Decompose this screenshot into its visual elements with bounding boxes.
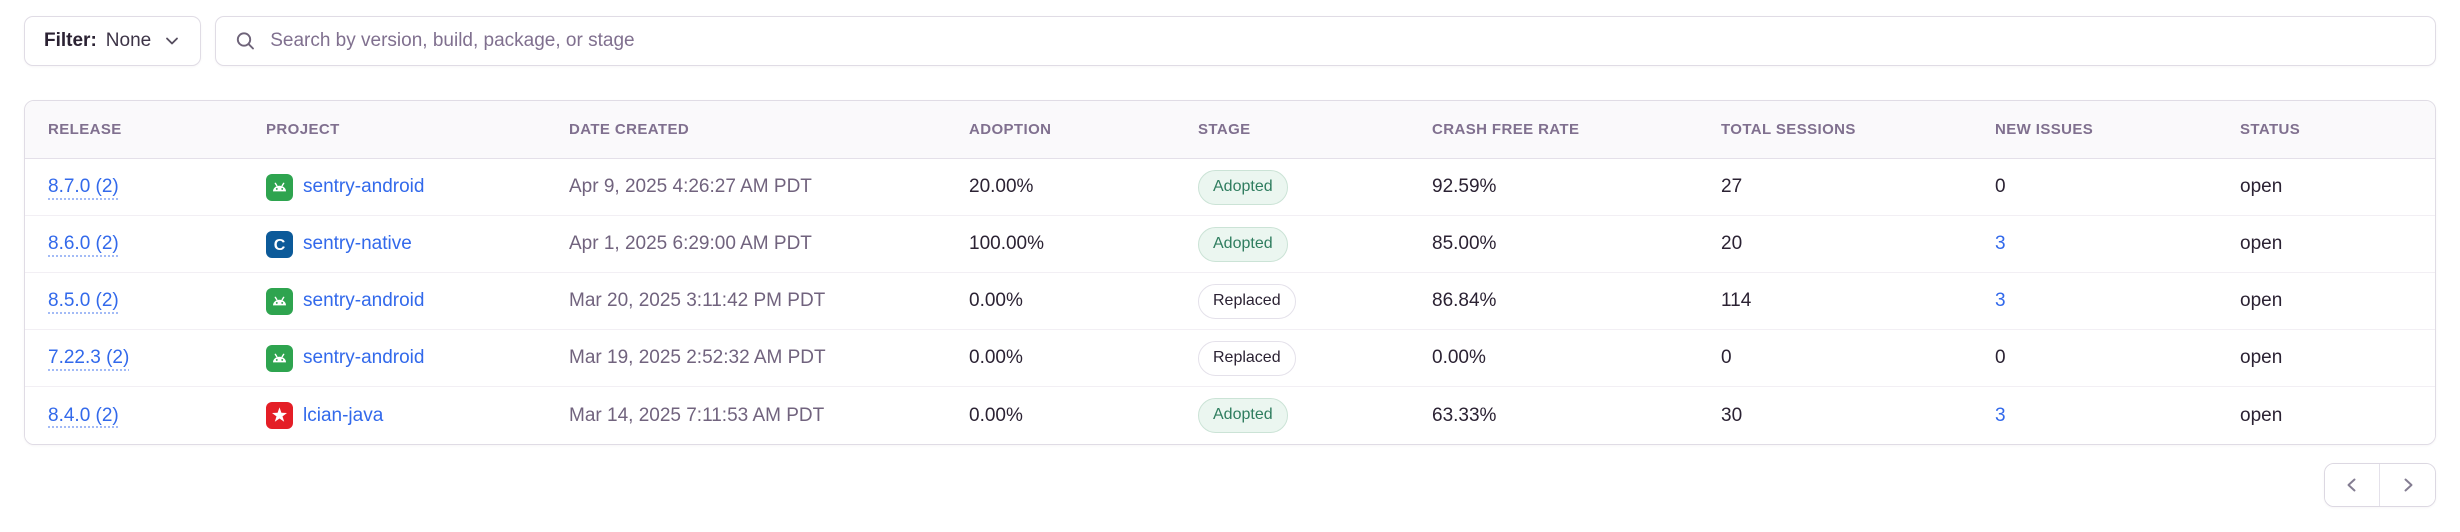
- project-link[interactable]: sentry-android: [303, 176, 425, 197]
- android-icon: [266, 344, 293, 372]
- pagination: [24, 463, 2436, 507]
- status-value: open: [2240, 290, 2283, 311]
- project-link[interactable]: lcian-java: [303, 404, 384, 426]
- total-sessions-value: 27: [1721, 176, 1743, 197]
- chevron-down-icon: [166, 37, 179, 45]
- release-link[interactable]: 8.7.0 (2): [48, 176, 119, 197]
- table-row: 8.6.0 (2) C sentry-native Apr 1, 2025 6:…: [25, 216, 2435, 273]
- table-header-row: RELEASE PROJECT DATE CREATED ADOPTION ST…: [25, 101, 2435, 159]
- release-link[interactable]: 8.5.0 (2): [48, 290, 119, 311]
- column-header-project: PROJECT: [266, 121, 340, 138]
- search-input[interactable]: [216, 17, 2435, 65]
- filter-label: Filter:: [44, 30, 97, 51]
- search-box: [215, 16, 2436, 66]
- release-link[interactable]: 8.6.0 (2): [48, 233, 119, 254]
- table-row: 8.4.0 (2) lcian-java Mar 14, 2025 7:11:5…: [25, 387, 2435, 444]
- column-header-date-created: DATE CREATED: [569, 121, 690, 138]
- pagination-button-group: [2324, 463, 2436, 507]
- total-sessions-value: 30: [1721, 404, 1743, 426]
- release-link[interactable]: 7.22.3 (2): [48, 347, 130, 368]
- adoption-value: 100.00%: [969, 233, 1045, 254]
- filter-dropdown-button[interactable]: Filter: None: [24, 16, 202, 66]
- c-icon: C: [266, 230, 293, 258]
- table-row: 8.5.0 (2) sentry-android Mar 20, 2025 3:…: [25, 273, 2435, 330]
- new-issues-link[interactable]: 3: [1995, 290, 2006, 311]
- stage-badge: Replaced: [1198, 340, 1296, 376]
- date-created-value: Mar 20, 2025 3:11:42 PM PDT: [569, 290, 826, 311]
- project-link[interactable]: sentry-android: [303, 290, 425, 311]
- adoption-value: 20.00%: [969, 176, 1034, 197]
- column-header-adoption: ADOPTION: [969, 121, 1052, 138]
- chevron-left-icon: [2347, 478, 2356, 492]
- date-created-value: Apr 9, 2025 4:26:27 AM PDT: [569, 176, 812, 197]
- stage-badge: Adopted: [1198, 226, 1288, 262]
- stage-badge: Replaced: [1198, 283, 1296, 319]
- java-icon: [266, 402, 293, 429]
- date-created-value: Apr 1, 2025 6:29:00 AM PDT: [569, 233, 812, 254]
- project-link[interactable]: sentry-native: [303, 233, 412, 254]
- table-row: 7.22.3 (2) sentry-android Mar 19, 2025 2…: [25, 330, 2435, 387]
- column-header-new-issues: NEW ISSUES: [1995, 121, 2094, 138]
- project-link[interactable]: sentry-android: [303, 347, 425, 368]
- toolbar: Filter: None: [24, 16, 2436, 66]
- stage-badge: Adopted: [1198, 169, 1288, 205]
- table-row: 8.7.0 (2) sentry-android Apr 9, 2025 4:2…: [25, 159, 2435, 216]
- chevron-right-icon: [2404, 478, 2412, 492]
- new-issues-value: 0: [1995, 176, 2006, 197]
- total-sessions-value: 0: [1721, 347, 1732, 368]
- new-issues-link[interactable]: 3: [1995, 404, 2006, 426]
- previous-page-button[interactable]: [2325, 464, 2380, 506]
- search-icon: [235, 31, 256, 52]
- new-issues-value: 0: [1995, 347, 2006, 368]
- column-header-stage: STAGE: [1198, 121, 1251, 138]
- status-value: open: [2240, 347, 2283, 368]
- crash-free-rate-value: 86.84%: [1432, 290, 1497, 311]
- adoption-value: 0.00%: [969, 404, 1023, 426]
- status-value: open: [2240, 404, 2283, 426]
- crash-free-rate-value: 85.00%: [1432, 233, 1497, 254]
- adoption-value: 0.00%: [969, 347, 1023, 368]
- releases-table: RELEASE PROJECT DATE CREATED ADOPTION ST…: [24, 100, 2436, 445]
- status-value: open: [2240, 233, 2283, 254]
- android-icon: [266, 287, 293, 315]
- status-value: open: [2240, 176, 2283, 197]
- new-issues-link[interactable]: 3: [1995, 233, 2006, 254]
- date-created-value: Mar 19, 2025 2:52:32 AM PDT: [569, 347, 826, 368]
- adoption-value: 0.00%: [969, 290, 1023, 311]
- svg-text:C: C: [274, 237, 286, 254]
- column-header-status: STATUS: [2240, 121, 2301, 138]
- crash-free-rate-value: 92.59%: [1432, 176, 1497, 197]
- crash-free-rate-value: 0.00%: [1432, 347, 1486, 368]
- total-sessions-value: 114: [1721, 290, 1752, 311]
- crash-free-rate-value: 63.33%: [1432, 404, 1497, 426]
- column-header-total-sessions: TOTAL SESSIONS: [1721, 121, 1856, 138]
- date-created-value: Mar 14, 2025 7:11:53 AM PDT: [569, 404, 825, 426]
- next-page-button[interactable]: [2380, 464, 2435, 506]
- stage-badge: Adopted: [1198, 398, 1288, 433]
- filter-value: None: [105, 30, 152, 51]
- column-header-release: RELEASE: [48, 121, 122, 138]
- total-sessions-value: 20: [1721, 233, 1743, 254]
- release-link[interactable]: 8.4.0 (2): [48, 404, 119, 426]
- column-header-crash-free-rate: CRASH FREE RATE: [1432, 121, 1580, 138]
- android-icon: [266, 173, 293, 201]
